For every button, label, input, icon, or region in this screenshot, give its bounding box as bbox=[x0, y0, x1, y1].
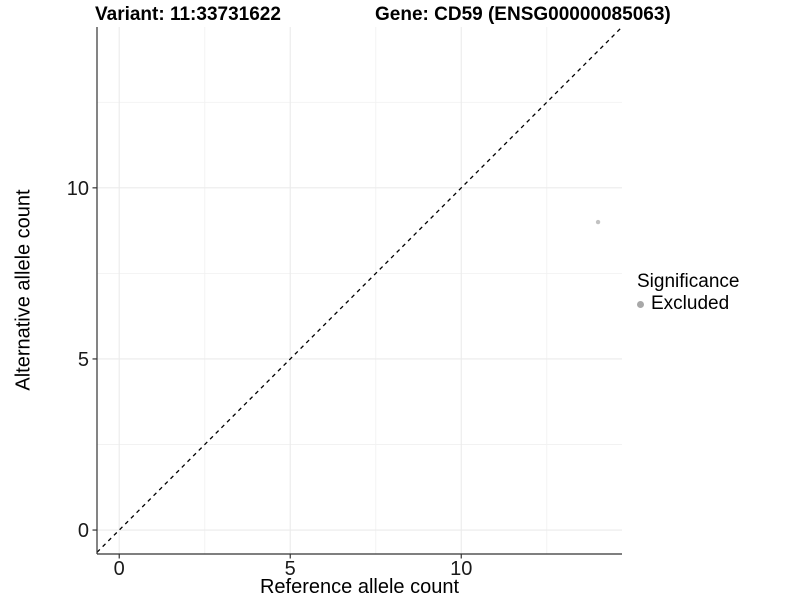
x-axis-title: Reference allele count bbox=[259, 576, 459, 598]
y-tick-label: 0 bbox=[78, 520, 89, 542]
legend-title: Significance bbox=[637, 271, 740, 292]
y-tick-label: 5 bbox=[78, 349, 89, 371]
legend: Significance Excluded bbox=[637, 271, 739, 315]
plot-title-variant: Variant: 11:33731622 bbox=[95, 4, 281, 25]
identity-reference-line bbox=[96, 26, 623, 553]
x-tick-label: 5 bbox=[285, 558, 296, 580]
legend-item-excluded: Excluded bbox=[637, 293, 739, 315]
x-tick-label: 10 bbox=[450, 558, 472, 580]
plot-title-gene: Gene: CD59 (ENSG00000085063) bbox=[375, 4, 671, 25]
y-axis-title: Alternative allele count bbox=[12, 189, 35, 391]
y-tick-label: 10 bbox=[67, 178, 89, 200]
legend-item-label: Excluded bbox=[651, 293, 730, 314]
data-point bbox=[595, 219, 601, 225]
x-tick-label: 0 bbox=[114, 558, 125, 580]
legend-point-icon bbox=[637, 300, 644, 308]
